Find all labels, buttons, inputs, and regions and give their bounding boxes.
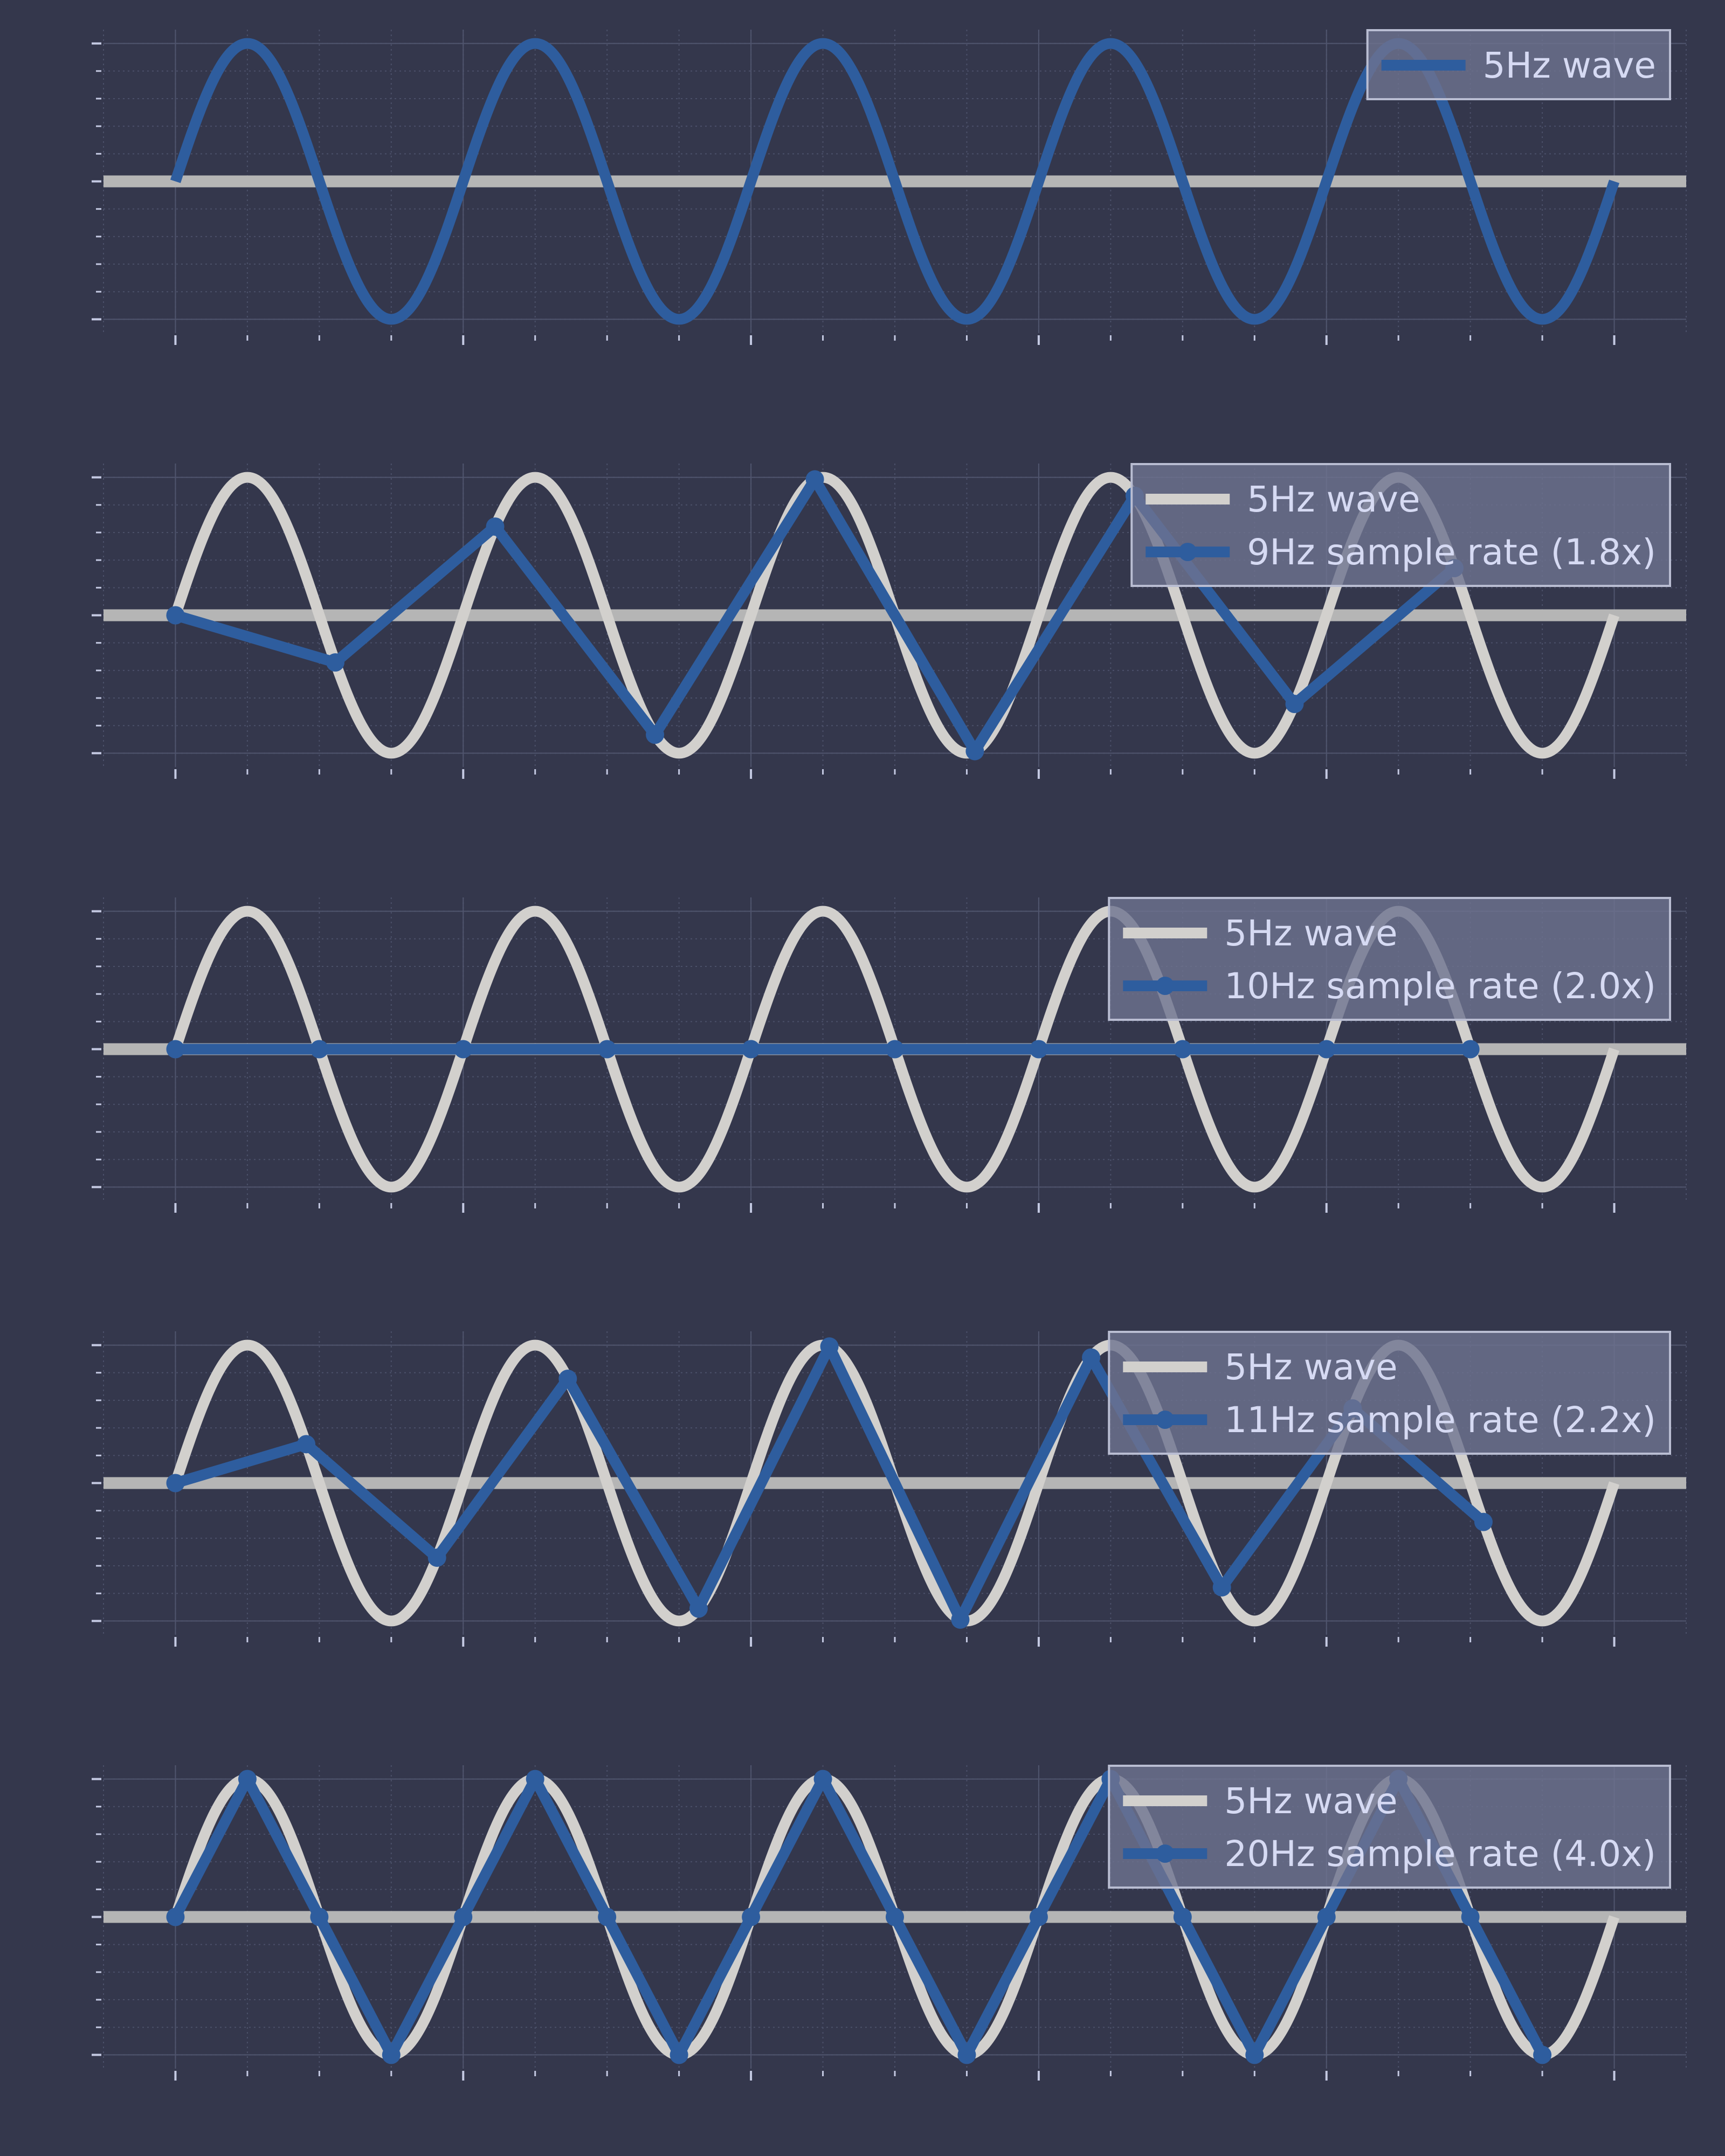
sample-point [454, 1908, 473, 1926]
sample-point [886, 1040, 904, 1059]
sample-point [598, 1908, 617, 1926]
sample-point [310, 1908, 329, 1926]
sample-point [297, 1435, 316, 1454]
sample-point [166, 1908, 185, 1926]
sample-point [310, 1040, 329, 1059]
sample-point [1533, 2046, 1552, 2064]
legend-box [1130, 463, 1671, 587]
legend-label: 5Hz wave [1483, 45, 1656, 86]
sample-point [1173, 1040, 1192, 1059]
sample-point [486, 517, 505, 536]
legend-box [1108, 1331, 1671, 1455]
chart-panel-4: 5Hz wave 11Hz sample rate (2.2x) [92, 1331, 1687, 1647]
chart-panel-1: 5Hz wave [92, 29, 1687, 345]
sample-point [646, 725, 665, 744]
legend: 5Hz wave 11Hz sample rate (2.2x) [1108, 1331, 1671, 1455]
sample-point [670, 2046, 688, 2064]
sample-point [1082, 1348, 1101, 1367]
sample-point [813, 1770, 832, 1788]
legend: 5Hz wave 10Hz sample rate (2.0x) [1108, 897, 1671, 1021]
chart-panel-3: 5Hz wave 10Hz sample rate (2.0x) [92, 897, 1687, 1213]
legend: 5Hz wave [1366, 29, 1671, 100]
sample-point [951, 1610, 970, 1629]
sample-point [382, 2046, 401, 2064]
legend-label: 5Hz wave [1224, 1346, 1397, 1388]
sample-point [965, 742, 984, 761]
sample-point [454, 1040, 473, 1059]
sample-point [689, 1599, 708, 1618]
sample-point [326, 653, 344, 672]
sample-point [1212, 1578, 1231, 1597]
chart-panel-5: 5Hz wave 20Hz sample rate (4.0x) [92, 1765, 1687, 2081]
legend: 5Hz wave 9Hz sample rate (1.8x) [1130, 463, 1671, 587]
sample-point [166, 606, 185, 625]
chart-panel-2: 5Hz wave 9Hz sample rate (1.8x) [92, 463, 1687, 779]
legend-marker [1156, 977, 1175, 995]
sample-point [166, 1040, 185, 1059]
legend-box [1108, 897, 1671, 1021]
sample-point [1461, 1040, 1480, 1059]
sample-point [1317, 1908, 1336, 1926]
legend-marker [1178, 543, 1197, 561]
sample-point [1245, 2046, 1264, 2064]
sample-point [742, 1040, 761, 1059]
sample-point [805, 470, 824, 489]
sample-point [886, 1908, 904, 1926]
sample-point [598, 1040, 617, 1059]
sample-point [1461, 1908, 1480, 1926]
sample-point [1474, 1512, 1493, 1531]
legend-label: 9Hz sample rate (1.8x) [1247, 531, 1656, 573]
sample-point [238, 1770, 257, 1788]
sample-point [957, 2046, 976, 2064]
legend-marker [1156, 1411, 1175, 1429]
legend-label: 11Hz sample rate (2.2x) [1224, 1399, 1656, 1441]
sample-point [1173, 1908, 1192, 1926]
sample-point [558, 1370, 577, 1388]
sample-point [742, 1908, 761, 1926]
legend-marker [1156, 1844, 1175, 1863]
legend: 5Hz wave 20Hz sample rate (4.0x) [1108, 1765, 1671, 1889]
sample-point [427, 1548, 446, 1567]
series-line-samples [170, 1773, 1547, 2061]
legend-label: 10Hz sample rate (2.0x) [1224, 965, 1656, 1007]
sample-point [526, 1770, 544, 1788]
sample-point [1317, 1040, 1336, 1059]
sample-point [1029, 1908, 1048, 1926]
sample-point [166, 1474, 185, 1492]
sample-point [1285, 695, 1304, 714]
legend-label: 5Hz wave [1247, 479, 1420, 520]
legend-label: 5Hz wave [1224, 1780, 1397, 1822]
legend-label: 20Hz sample rate (4.0x) [1224, 1833, 1656, 1875]
sample-point [1029, 1040, 1048, 1059]
legend-box [1108, 1765, 1671, 1889]
sample-point [820, 1337, 839, 1356]
legend-label: 5Hz wave [1224, 913, 1397, 954]
